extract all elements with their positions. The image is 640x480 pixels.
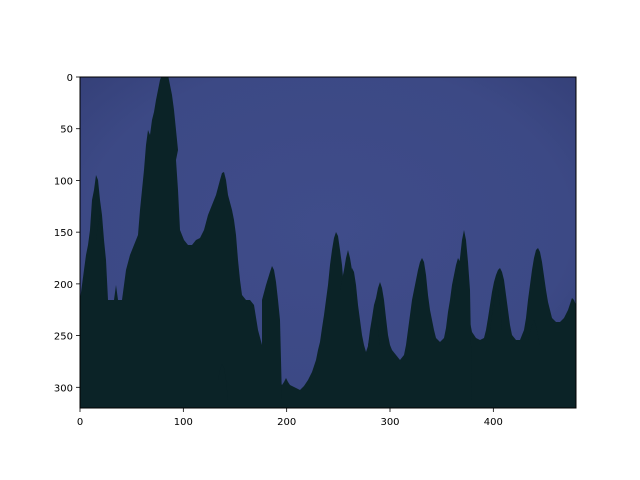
y-tick-label: 50: [60, 125, 73, 136]
y-tick-label: 100: [54, 176, 73, 187]
y-tick-label: 200: [54, 280, 73, 291]
x-tick-label: 400: [484, 417, 503, 428]
y-tick-label: 0: [67, 73, 73, 84]
x-tick-label: 100: [174, 417, 193, 428]
tree-spire-left: [96, 215, 106, 400]
x-tick-label: 300: [380, 417, 399, 428]
tree-spire-right: [454, 230, 472, 400]
photo-image: [80, 77, 576, 408]
y-axis: 0 50 100 150 200 250 300: [54, 73, 80, 394]
tree-silhouette: [80, 77, 576, 408]
tree-spire-right-2: [490, 288, 502, 400]
x-tick-label: 200: [277, 417, 296, 428]
tree-spire-small: [368, 322, 380, 400]
tree-spire-far-right: [528, 320, 540, 400]
tree-spire-center: [262, 266, 282, 400]
y-tick-label: 300: [54, 383, 73, 394]
tree-spire-mid: [340, 250, 356, 400]
y-tick-label: 250: [54, 332, 73, 343]
y-tick-label: 150: [54, 228, 73, 239]
x-tick-label: 0: [77, 417, 83, 428]
axes-frame: [79, 76, 577, 409]
x-axis: 0 100 200 300 400: [77, 408, 503, 428]
tree-spire-lone: [218, 364, 228, 400]
